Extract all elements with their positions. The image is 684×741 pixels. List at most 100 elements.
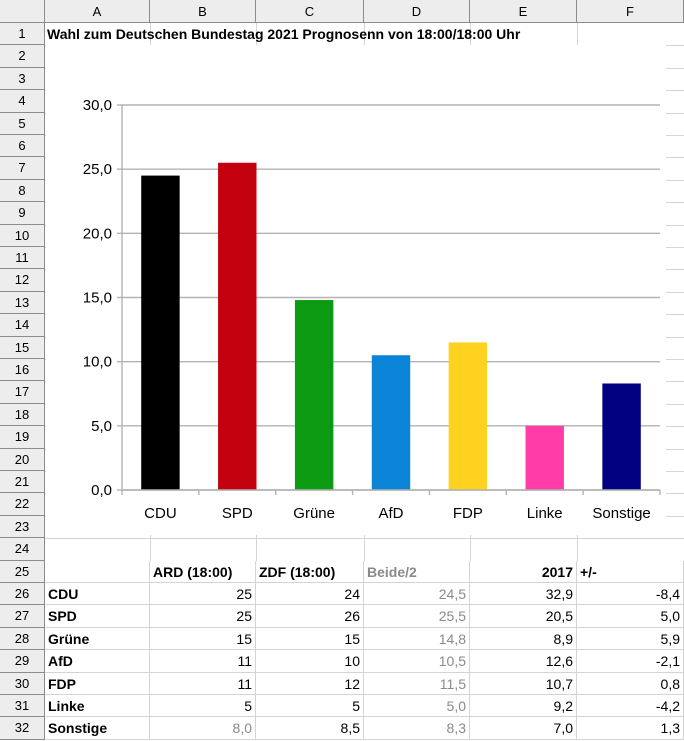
average-value[interactable]: 24,5 — [364, 583, 470, 606]
zdf-value[interactable]: 15 — [256, 627, 364, 651]
result-2017-value[interactable]: 20,5 — [470, 605, 577, 628]
row-header-23[interactable]: 23 — [0, 515, 45, 539]
row-header-17[interactable]: 17 — [0, 381, 45, 404]
zdf-value[interactable]: 12 — [256, 672, 364, 695]
bar-linke[interactable] — [525, 425, 564, 490]
zdf-value[interactable]: 5 — [256, 695, 364, 718]
bar-grüne[interactable] — [294, 300, 334, 490]
row-header-9[interactable]: 9 — [0, 202, 45, 225]
column-header-c[interactable]: C — [256, 0, 364, 23]
result-2017-value[interactable]: 8,9 — [470, 627, 577, 651]
row-header-18[interactable]: 18 — [0, 403, 45, 427]
party-name[interactable]: AfD — [45, 650, 150, 673]
zdf-value[interactable]: 10 — [256, 650, 364, 673]
row-header-26[interactable]: 26 — [0, 583, 45, 606]
header-zdf[interactable]: ZDF (18:00) — [256, 560, 364, 583]
ard-value[interactable]: 11 — [150, 672, 256, 695]
header-ard[interactable]: ARD (18:00) — [150, 560, 256, 583]
bar-chart[interactable]: 0,0 5,0 10,0 15,0 20,0 25,0 30,0 CDU SPD Grüne AfD… — [46, 45, 666, 535]
row-header-5[interactable]: 5 — [0, 112, 45, 135]
column-header-f[interactable]: F — [577, 0, 684, 23]
difference-value[interactable]: 1,3 — [577, 717, 684, 740]
row-header-10[interactable]: 10 — [0, 224, 45, 247]
ard-value[interactable]: 25 — [150, 605, 256, 628]
row-header-30[interactable]: 30 — [0, 672, 45, 695]
x-tick-label: AfD — [378, 505, 403, 522]
result-2017-value[interactable]: 12,6 — [470, 650, 577, 673]
row-header-24[interactable]: 24 — [0, 538, 45, 561]
row-header-19[interactable]: 19 — [0, 426, 45, 449]
row-header-1[interactable]: 1 — [0, 23, 45, 46]
result-2017-value[interactable]: 9,2 — [470, 695, 577, 718]
ard-value[interactable]: 25 — [150, 583, 256, 606]
header-diff[interactable]: +/- — [577, 560, 684, 583]
average-value[interactable]: 14,8 — [364, 627, 470, 651]
row-header-28[interactable]: 28 — [0, 627, 45, 651]
row-header-12[interactable]: 12 — [0, 269, 45, 292]
row-header-25[interactable]: 25 — [0, 560, 45, 583]
zdf-value[interactable]: 24 — [256, 583, 364, 606]
row-header-31[interactable]: 31 — [0, 695, 45, 718]
row-header-7[interactable]: 7 — [0, 157, 45, 180]
difference-value[interactable]: 0,8 — [577, 672, 684, 695]
ard-value[interactable]: 11 — [150, 650, 256, 673]
row-header-16[interactable]: 16 — [0, 359, 45, 382]
average-value[interactable]: 8,3 — [364, 717, 470, 740]
row-header-27[interactable]: 27 — [0, 605, 45, 628]
party-name[interactable]: Sonstige — [45, 717, 150, 740]
ard-value[interactable]: 5 — [150, 695, 256, 718]
party-name[interactable]: Grüne — [45, 627, 150, 651]
header-2017[interactable]: 2017 — [470, 560, 577, 583]
row-header-11[interactable]: 11 — [0, 247, 45, 270]
row-header-8[interactable]: 8 — [0, 179, 45, 203]
zdf-value[interactable]: 26 — [256, 605, 364, 628]
row-header-21[interactable]: 21 — [0, 471, 45, 494]
row-header-20[interactable]: 20 — [0, 448, 45, 471]
x-tick-label: Linke — [527, 505, 563, 522]
row-header-14[interactable]: 14 — [0, 314, 45, 337]
column-header-d[interactable]: D — [364, 0, 470, 23]
average-value[interactable]: 25,5 — [364, 605, 470, 628]
row-header-2[interactable]: 2 — [0, 45, 45, 68]
bar-cdu[interactable] — [141, 175, 180, 491]
difference-value[interactable]: -8,4 — [577, 583, 684, 606]
y-tick-label: 10,0 — [83, 354, 112, 371]
select-all-corner[interactable] — [0, 0, 45, 23]
zdf-value[interactable]: 8,5 — [256, 717, 364, 740]
result-2017-value[interactable]: 7,0 — [470, 717, 577, 740]
column-header-e[interactable]: E — [470, 0, 577, 23]
row-header-22[interactable]: 22 — [0, 493, 45, 516]
average-value[interactable]: 10,5 — [364, 650, 470, 673]
difference-value[interactable]: -2,1 — [577, 650, 684, 673]
ard-value[interactable]: 8,0 — [150, 717, 256, 740]
row-header-4[interactable]: 4 — [0, 90, 45, 113]
row-header-6[interactable]: 6 — [0, 135, 45, 158]
party-name[interactable]: CDU — [45, 583, 150, 606]
bar-sonstige[interactable] — [602, 383, 641, 490]
header-beide[interactable]: Beide/2 — [364, 560, 470, 583]
party-name[interactable]: Linke — [45, 695, 150, 718]
column-header-b[interactable]: B — [150, 0, 256, 23]
row-header-3[interactable]: 3 — [0, 67, 45, 91]
bar-spd[interactable] — [218, 162, 257, 490]
cell-a25[interactable] — [45, 560, 150, 583]
bar-afd[interactable] — [371, 355, 411, 490]
y-tick-label: 15,0 — [83, 290, 112, 307]
ard-value[interactable]: 15 — [150, 627, 256, 651]
difference-value[interactable]: 5,0 — [577, 605, 684, 628]
result-2017-value[interactable]: 32,9 — [470, 583, 577, 606]
average-value[interactable]: 11,5 — [364, 672, 470, 695]
difference-value[interactable]: -4,2 — [577, 695, 684, 718]
row-header-15[interactable]: 15 — [0, 336, 45, 359]
sheet-title: Wahl zum Deutschen Bundestag 2021 Progno… — [47, 26, 521, 42]
bar-fdp[interactable] — [448, 342, 488, 490]
difference-value[interactable]: 5,9 — [577, 627, 684, 651]
row-header-29[interactable]: 29 — [0, 650, 45, 673]
party-name[interactable]: SPD — [45, 605, 150, 628]
party-name[interactable]: FDP — [45, 672, 150, 695]
result-2017-value[interactable]: 10,7 — [470, 672, 577, 695]
row-header-13[interactable]: 13 — [0, 291, 45, 315]
column-header-a[interactable]: A — [45, 0, 150, 23]
row-header-32[interactable]: 32 — [0, 717, 45, 740]
average-value[interactable]: 5,0 — [364, 695, 470, 718]
